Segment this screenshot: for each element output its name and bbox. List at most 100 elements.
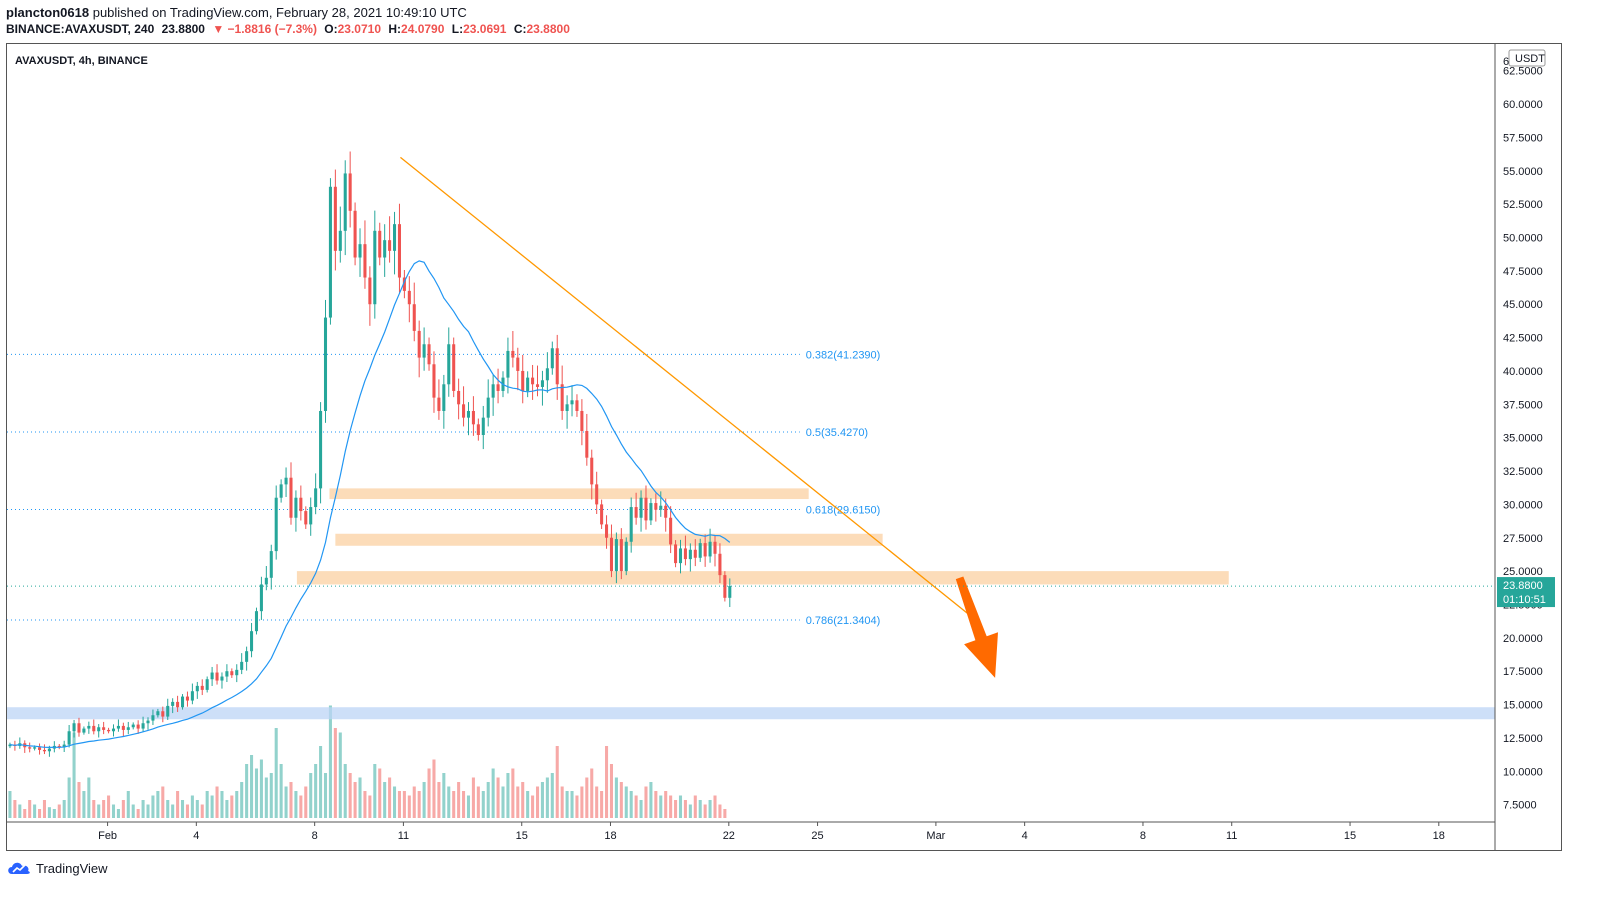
candle-body [437,397,441,411]
candle-body [176,701,180,708]
candle-body [486,397,490,418]
volume-bar [328,705,332,818]
volume-bar [457,782,461,818]
candle-body [8,744,12,747]
candle-body [575,400,579,411]
price-tick-label: 62.5000 [1503,66,1543,78]
volume-bar [195,800,199,818]
candle-body [353,210,357,258]
candle-body [619,539,623,572]
volume-bar [462,791,466,818]
high-value: 24.0790 [401,22,445,36]
price-tick-label: 50.0000 [1503,232,1543,244]
candle-body [550,348,554,369]
candle-body [476,424,480,436]
open-value: 23.0710 [337,22,382,36]
volume-bar [87,777,91,818]
candle-body [388,240,392,251]
volume-bar [166,800,170,818]
volume-bar [220,791,224,818]
forecast-arrow [955,576,998,678]
volume-bar [388,777,392,818]
resistance-zone [296,571,1229,585]
volume-bar [565,791,569,818]
candle-body [279,484,283,498]
candle-body [624,541,628,572]
volume-bar [47,807,51,818]
support-zone [7,707,1495,720]
tradingview-footer[interactable]: TradingView [6,860,108,876]
price-tick-label: 55.0000 [1503,166,1543,178]
candle-body [634,507,638,518]
volume-bar [254,768,259,818]
candle-body [146,720,150,724]
currency-badge[interactable] [1508,49,1546,67]
close-value: 23.8800 [526,22,570,36]
candle-body [378,230,382,258]
candle-body [171,701,175,706]
low-value: 23.0691 [463,22,507,36]
volume-bar [348,773,352,818]
chart-area[interactable]: 0.382(41.2390) 0.5(35.4270) 0.618(29.6150)… [6,43,1562,851]
candle-body [595,484,599,505]
candle-body [540,380,544,387]
volume-bar [294,791,298,818]
low-label: L: [451,22,464,36]
candle-body [600,504,604,525]
candle-body [496,384,500,391]
candle-body [38,747,42,750]
candle-body [363,244,367,278]
candle-body [62,744,66,748]
candle-body [57,745,61,748]
volume-bar [442,773,446,818]
candle-body [284,477,288,485]
volume-bar [146,804,150,818]
candle-body [102,727,106,730]
time-tick-label: 25 [811,830,823,842]
candle-body [348,173,352,211]
volume-bar [718,804,722,818]
candle-body [141,723,145,729]
volume-bar [639,800,643,818]
volume-bar [590,768,594,818]
candle-body [121,725,125,730]
candle-body [264,577,268,585]
volume-bar [688,804,692,818]
volume-bar [397,791,401,818]
volume-bar [417,791,421,818]
volume-bar [210,795,214,818]
volume-bar [289,782,293,818]
candle-body [442,384,446,411]
high-label: H: [388,22,402,36]
candle-body [240,661,244,670]
volume-bar [200,804,204,818]
candle-body [156,711,160,716]
time-tick-label: 8 [1140,830,1146,842]
volume-bar [156,791,160,818]
price-tick-label: 7.5000 [1503,800,1537,812]
volume-bar [176,791,180,818]
author-name[interactable]: plancton0618 [6,5,90,20]
volume-bar [580,786,584,818]
price-tick-label: 15.0000 [1503,700,1543,712]
candle-body [166,705,170,717]
volume-bar [708,800,712,818]
time-tick-label: 4 [193,830,199,842]
volume-bar [698,800,702,818]
price-axis[interactable] [1495,44,1561,850]
price-tick-label: 35.0000 [1503,433,1543,445]
price-tick-label: 60.0000 [1503,99,1543,111]
price-tick-label: 17.5000 [1503,666,1543,678]
volume-bar [358,777,362,818]
volume-bar [235,791,239,818]
volume-bar [62,800,66,818]
volume-bar [609,764,613,818]
candlestick-chart[interactable]: 0.382(41.2390) 0.5(35.4270) 0.618(29.6150)… [7,44,1561,850]
volume-bar [136,809,140,818]
volume-bar [570,791,574,818]
volume-bar [245,764,249,818]
volume-bar [33,804,37,818]
time-tick-label: 18 [1433,830,1445,842]
fib-level-label: 0.618(29.6150) [806,505,881,517]
volume-bar [545,777,549,818]
